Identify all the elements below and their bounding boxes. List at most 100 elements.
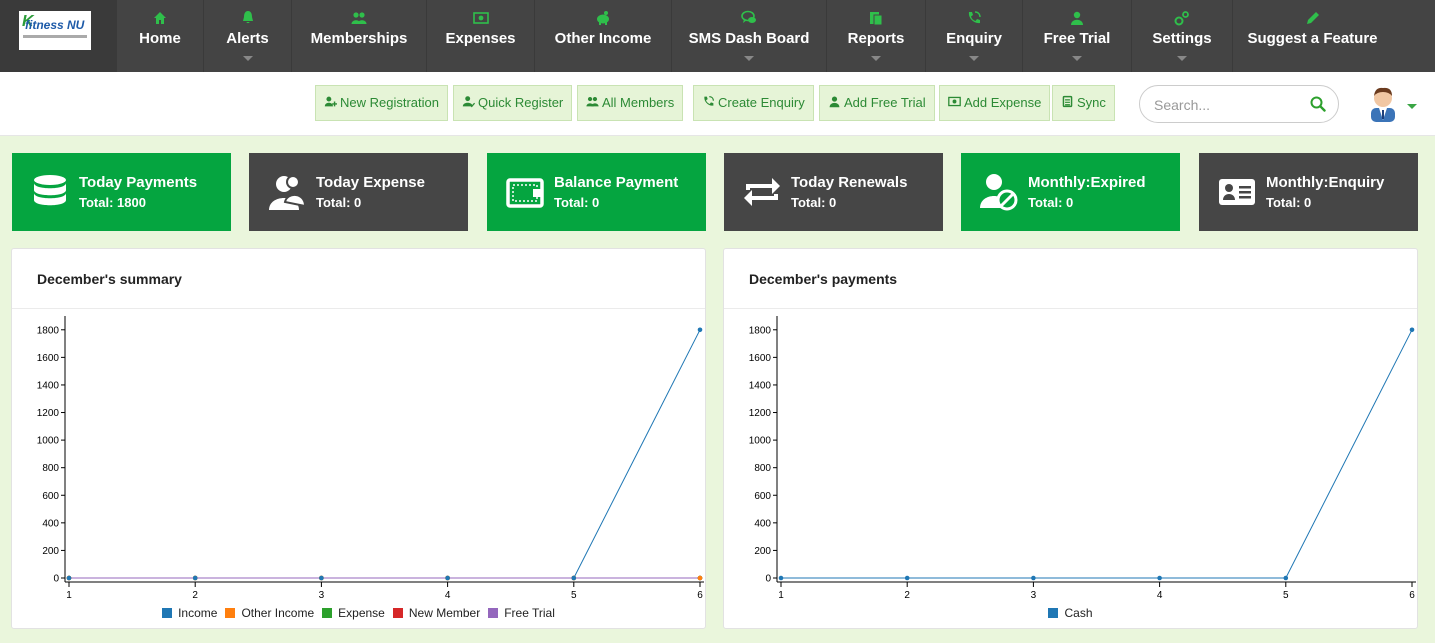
legend-item[interactable]: Free Trial [488, 606, 555, 620]
y-tick-label: 800 [754, 463, 771, 474]
add-free-trial-button[interactable]: Add Free Trial [819, 85, 935, 121]
today-payments-card[interactable]: Today Payments Total: 1800 [12, 153, 231, 231]
nav-reports[interactable]: Reports [826, 0, 925, 72]
nav-free-trial[interactable]: Free Trial [1022, 0, 1131, 72]
all-members-button[interactable]: All Members [577, 85, 684, 121]
nav-label: Home [139, 30, 181, 47]
december-summary-panel: December's summary 0 200 400 600 800 1000 1200… [11, 248, 706, 629]
user-menu-caret[interactable] [1407, 104, 1417, 109]
y-tick-label: 600 [754, 491, 771, 502]
quick-register-button[interactable]: Quick Register [453, 85, 573, 121]
y-tick-label: 600 [42, 491, 59, 502]
card-title: Today Renewals [791, 174, 908, 191]
data-point[interactable] [319, 575, 324, 581]
data-point[interactable] [571, 575, 577, 581]
chat-icon [741, 10, 756, 23]
y-tick-label: 0 [765, 574, 771, 585]
data-point[interactable] [778, 575, 784, 581]
y-tick-label: 200 [42, 546, 59, 557]
logo-area[interactable]: K fitness NU [0, 0, 116, 72]
data-point[interactable] [697, 575, 703, 581]
y-tick-label: 1800 [749, 325, 772, 336]
create-enquiry-button[interactable]: Create Enquiry [693, 85, 814, 121]
card-total: Total: 0 [1266, 195, 1312, 210]
data-point[interactable] [904, 575, 910, 581]
chevron-down-icon [744, 56, 754, 61]
nav-expenses[interactable]: Expenses [426, 0, 534, 72]
user-blocked-icon [980, 174, 1018, 211]
phone-icon [704, 96, 714, 106]
nav-suggest-a-feature[interactable]: Suggest a Feature [1232, 0, 1392, 72]
data-point[interactable] [445, 575, 450, 581]
legend-item[interactable]: Income [162, 606, 217, 620]
legend-swatch [392, 608, 403, 618]
series-line-income [69, 329, 701, 579]
x-tick-label: 2 [192, 590, 198, 599]
x-tick-label: 6 [1409, 590, 1415, 599]
legend-item[interactable]: Cash [1048, 606, 1093, 620]
pencil-icon [1306, 12, 1319, 24]
nav-memberships[interactable]: Memberships [291, 0, 426, 72]
user-icon [829, 96, 840, 108]
data-point[interactable] [1409, 327, 1415, 333]
x-tick-label: 2 [904, 590, 910, 599]
card-total: Total: 0 [791, 195, 837, 210]
new-registration-button[interactable]: New Registration [315, 85, 448, 121]
x-tick-label: 5 [1283, 590, 1289, 599]
nav-label: SMS Dash Board [688, 30, 810, 47]
panel-title: December's summary [37, 271, 182, 287]
data-point[interactable] [66, 575, 72, 581]
nav-enquiry[interactable]: Enquiry [925, 0, 1022, 72]
nav-home[interactable]: Home [116, 0, 203, 72]
add-expense-button[interactable]: Add Expense [939, 85, 1051, 121]
nav-other-income[interactable]: Other Income [534, 0, 671, 72]
button-label: Create Enquiry [718, 95, 805, 110]
search-icon[interactable] [1310, 96, 1326, 112]
legend-item[interactable]: Expense [322, 606, 385, 620]
nav-sms-dash-board[interactable]: SMS Dash Board [671, 0, 826, 72]
search-input[interactable] [1154, 95, 1304, 115]
legend-swatch [488, 608, 499, 618]
monthly-enquiry-card[interactable]: Monthly:Enquiry Total: 0 [1199, 153, 1418, 231]
id-card-icon [1219, 179, 1255, 205]
user-avatar[interactable] [1365, 84, 1401, 122]
y-tick-label: 0 [53, 574, 59, 585]
payments-chart: 0 200 400 600 800 1000 1200 1400 1600 1800 1 2 3 4 5 6 [749, 316, 1416, 599]
payments-legend: Cash [724, 606, 1417, 620]
card-total: Total: 0 [316, 195, 362, 210]
nav-alerts[interactable]: Alerts [203, 0, 291, 72]
sync-button[interactable]: Sync [1052, 85, 1115, 121]
card-title: Balance Payment [554, 174, 679, 191]
nav-label: Free Trial [1043, 30, 1111, 47]
data-point[interactable] [1283, 575, 1289, 581]
chevron-down-icon [242, 56, 253, 61]
legend-item[interactable]: Other Income [225, 606, 314, 620]
nav-label: Enquiry [946, 30, 1002, 47]
bell-icon [242, 11, 253, 24]
nav-settings[interactable]: Settings [1131, 0, 1232, 72]
chevron-down-icon [871, 56, 881, 61]
y-tick-label: 1400 [749, 380, 772, 391]
december-payments-panel: December's payments 0 200 400 600 800 1000 120… [723, 248, 1418, 629]
y-tick-label: 1600 [37, 353, 60, 364]
data-point[interactable] [697, 327, 703, 333]
card-total: Total: 0 [1028, 195, 1074, 210]
quick-actions-toolbar: New Registration Quick Register All Member… [0, 72, 1435, 136]
legend-item[interactable]: New Member [392, 606, 481, 620]
search-box[interactable] [1139, 85, 1339, 123]
today-expense-card[interactable]: Today Expense Total: 0 [249, 153, 468, 231]
today-renewals-card[interactable]: Today Renewals Total: 0 [724, 153, 943, 231]
legend-label: New Member [408, 606, 481, 620]
legend-label: Other Income [241, 606, 315, 620]
button-label: All Members [602, 95, 675, 110]
renew-icon [744, 178, 780, 206]
user-check-icon [462, 96, 476, 108]
data-point[interactable] [192, 575, 198, 581]
data-point[interactable] [1031, 575, 1036, 581]
monthly-expired-card[interactable]: Monthly:Expired Total: 0 [961, 153, 1180, 231]
money-icon [472, 12, 489, 24]
balance-payment-card[interactable]: Balance Payment Total: 0 [487, 153, 706, 231]
data-point[interactable] [1157, 575, 1162, 581]
user-icon [1071, 11, 1083, 25]
button-label: Add Expense [964, 95, 1042, 110]
